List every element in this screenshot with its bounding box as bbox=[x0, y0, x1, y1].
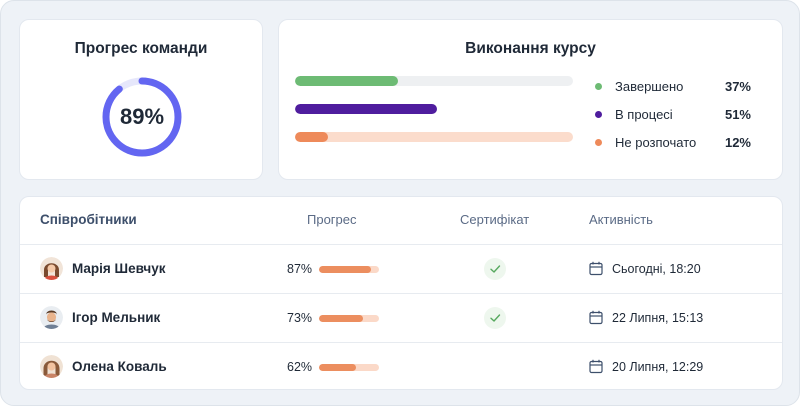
employee-name[interactable]: Ігор Мельник bbox=[72, 310, 161, 325]
completed-bar-fill bbox=[295, 76, 398, 86]
check-icon bbox=[484, 307, 506, 329]
progress-bar bbox=[319, 315, 379, 322]
calendar-icon bbox=[589, 359, 603, 374]
team-progress-card: Прогрес команди 89% bbox=[19, 19, 263, 180]
legend-label: Завершено bbox=[615, 79, 684, 94]
employees-table: Співробітники Прогрес Сертифікат Активні… bbox=[19, 196, 783, 390]
table-row[interactable]: Марія Шевчук 87% Сьогодні, 18:20 bbox=[20, 245, 784, 293]
activity-time: 20 Липня, 12:29 bbox=[612, 360, 704, 374]
progress-bar bbox=[319, 364, 379, 371]
legend-dot bbox=[595, 83, 602, 90]
legend-dot bbox=[595, 139, 602, 146]
avatar bbox=[40, 257, 63, 280]
header-certificate[interactable]: Сертифікат bbox=[460, 212, 530, 227]
calendar-icon bbox=[589, 310, 603, 325]
legend-item-in-progress: В процесі 51% bbox=[595, 106, 751, 124]
employee-name[interactable]: Марія Шевчук bbox=[72, 261, 166, 276]
not-started-bar-fill bbox=[295, 132, 329, 142]
table-row[interactable]: Ігор Мельник 73% 22 Липня, 15:13 bbox=[20, 294, 784, 342]
legend-item-completed: Завершено 37% bbox=[595, 78, 751, 96]
activity-time: Сьогодні, 18:20 bbox=[612, 262, 701, 276]
legend-dot bbox=[595, 111, 602, 118]
progress-percent: 73% bbox=[287, 311, 313, 325]
check-icon bbox=[484, 258, 506, 280]
completed-bar-track bbox=[295, 76, 573, 86]
activity-time: 22 Липня, 15:13 bbox=[612, 311, 704, 325]
progress-bar-fill bbox=[319, 266, 372, 273]
avatar bbox=[40, 306, 63, 329]
calendar-icon bbox=[589, 261, 603, 276]
divider bbox=[20, 342, 782, 343]
table-row[interactable]: Олена Коваль 62% 20 Липня, 12:29 bbox=[20, 343, 784, 391]
progress-bar-fill bbox=[319, 315, 363, 322]
not-started-bar-track bbox=[295, 132, 573, 142]
in-progress-bar-fill bbox=[295, 104, 437, 114]
in-progress-bar-track bbox=[295, 104, 573, 114]
team-progress-donut bbox=[102, 77, 182, 157]
header-activity[interactable]: Активність bbox=[589, 212, 653, 227]
team-progress-title: Прогрес команди bbox=[74, 40, 208, 57]
progress-percent: 62% bbox=[287, 360, 313, 374]
progress-bar bbox=[319, 266, 379, 273]
legend-percent: 51% bbox=[724, 107, 751, 122]
legend-label: В процесі bbox=[615, 107, 673, 122]
legend-item-not-started: Не розпочато 12% bbox=[595, 134, 751, 152]
donut-arc bbox=[102, 77, 182, 157]
divider bbox=[20, 293, 782, 294]
legend-percent: 12% bbox=[724, 135, 751, 150]
legend-percent: 37% bbox=[724, 79, 751, 94]
team-progress-value: 89% bbox=[119, 104, 165, 129]
avatar bbox=[40, 355, 63, 378]
header-employees[interactable]: Співробітники bbox=[40, 212, 137, 227]
header-progress[interactable]: Прогрес bbox=[307, 212, 357, 227]
progress-bar-fill bbox=[319, 364, 357, 371]
divider bbox=[20, 244, 782, 245]
course-completion-card: Виконання курсу Завершено 37% В процесі … bbox=[278, 19, 783, 180]
course-completion-title: Виконання курсу bbox=[465, 40, 596, 57]
legend-label: Не розпочато bbox=[615, 135, 697, 150]
progress-percent: 87% bbox=[287, 262, 313, 276]
employee-name[interactable]: Олена Коваль bbox=[72, 359, 167, 374]
